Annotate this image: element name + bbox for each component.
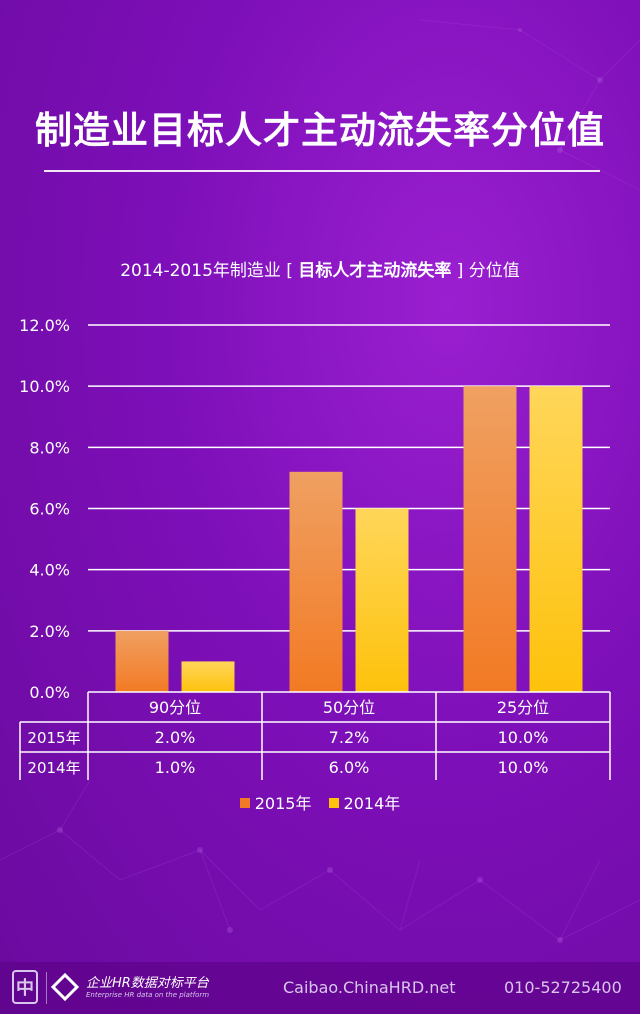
bar-2014 bbox=[529, 386, 583, 692]
chinahrd-logo: 中 bbox=[12, 970, 38, 1004]
data-label: 7.2% bbox=[329, 728, 370, 747]
y-tick-label: 6.0% bbox=[29, 500, 70, 519]
page-title: 制造业目标人才主动流失率分位值 bbox=[35, 109, 605, 152]
data-label: 10.0% bbox=[498, 728, 549, 747]
y-tick-label: 12.0% bbox=[19, 316, 70, 335]
chart-subtitle: 2014-2015年制造业 [ 目标人才主动流失率 ] 分位值 bbox=[0, 256, 640, 281]
legend-swatch-2015 bbox=[239, 798, 250, 808]
subtitle-emphasis: 目标人才主动流失率 bbox=[298, 261, 452, 281]
platform-name: 企业HR数据对标平台 bbox=[86, 976, 209, 991]
data-label: 6.0% bbox=[329, 758, 370, 777]
chart-legend: 2015年 2014年 bbox=[0, 790, 640, 814]
table-series-label: 2015年 bbox=[27, 729, 80, 747]
footer-bar: 中 企业HR数据对标平台 Enterprise HR data on the p… bbox=[0, 962, 640, 1014]
legend-item-2014: 2014年 bbox=[328, 790, 401, 814]
y-tick-label: 8.0% bbox=[29, 438, 70, 457]
y-tick-label: 4.0% bbox=[29, 561, 70, 580]
data-label: 2.0% bbox=[155, 728, 196, 747]
x-tick-label: 25分位 bbox=[497, 698, 549, 717]
x-tick-label: 90分位 bbox=[149, 698, 201, 717]
data-label: 10.0% bbox=[498, 758, 549, 777]
footer-phone: 010-52725400 bbox=[504, 978, 622, 997]
legend-item-2015: 2015年 bbox=[239, 790, 312, 814]
footer-url: Caibao.ChinaHRD.net bbox=[283, 978, 456, 997]
data-label: 1.0% bbox=[155, 758, 196, 777]
diamond-logo-icon bbox=[50, 972, 80, 1002]
bar-2014 bbox=[355, 508, 409, 692]
y-tick-label: 2.0% bbox=[29, 622, 70, 641]
title-divider bbox=[44, 170, 600, 172]
bar-2015 bbox=[115, 630, 169, 692]
legend-swatch-2014 bbox=[328, 798, 339, 808]
bar-2015 bbox=[463, 386, 517, 692]
bar-chart: 0.0% 2.0% 4.0% 6.0% 8.0% 10.0% 12.0% 90分位 50分位 25… bbox=[19, 316, 611, 780]
y-tick-label: 0.0% bbox=[29, 683, 70, 702]
platform-name-en: Enterprise HR data on the platform bbox=[86, 991, 210, 999]
subtitle-prefix: 2014-2015年制造业 [ bbox=[120, 261, 299, 281]
bar-2015 bbox=[289, 471, 343, 692]
footer-divider bbox=[46, 972, 47, 1004]
subtitle-suffix: ] 分位值 bbox=[451, 261, 520, 281]
y-tick-label: 10.0% bbox=[19, 377, 70, 396]
table-series-label: 2014年 bbox=[27, 759, 80, 777]
x-tick-label: 50分位 bbox=[323, 698, 375, 717]
legend-label-2015: 2015年 bbox=[254, 794, 312, 813]
legend-label-2014: 2014年 bbox=[343, 794, 401, 813]
bar-2014 bbox=[181, 661, 235, 692]
